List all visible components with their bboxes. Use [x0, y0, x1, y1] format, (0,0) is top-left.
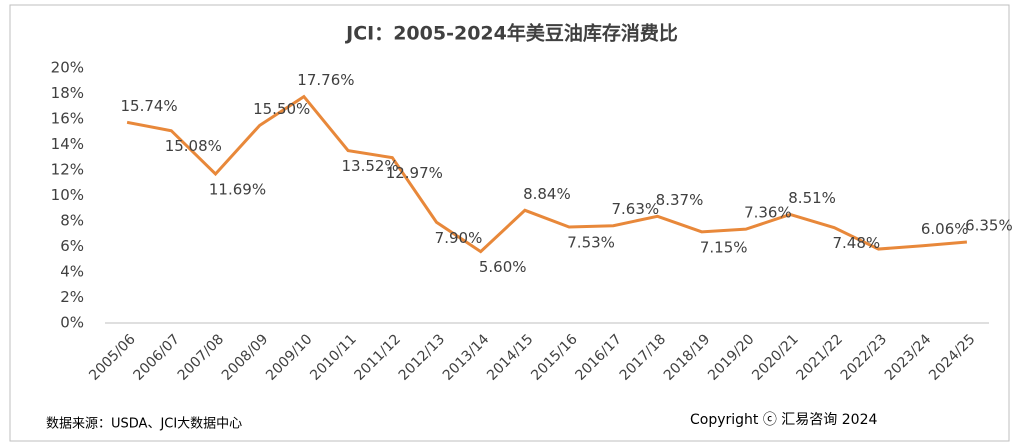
y-tick-label: 8%	[60, 212, 84, 230]
y-tick-label: 16%	[51, 110, 84, 128]
data-label: 7.63%	[611, 200, 659, 218]
data-label: 7.90%	[435, 229, 483, 247]
data-label: 8.84%	[523, 185, 571, 203]
data-label: 15.74%	[120, 97, 177, 115]
y-tick-label: 10%	[51, 186, 84, 204]
data-label: 7.36%	[744, 204, 792, 222]
data-label: 8.37%	[656, 191, 704, 209]
data-label: 7.53%	[567, 233, 615, 251]
data-label: 6.35%	[965, 217, 1013, 235]
data-label: 7.48%	[832, 234, 880, 252]
data-label: 17.76%	[297, 71, 354, 89]
data-label: 5.60%	[479, 258, 527, 276]
data-label: 12.97%	[386, 164, 443, 182]
data-label: 13.52%	[341, 157, 398, 175]
source-note: 数据来源：USDA、JCI大数据中心	[46, 417, 242, 432]
data-label: 8.51%	[788, 189, 836, 207]
data-label: 6.06%	[921, 220, 969, 238]
y-tick-label: 6%	[60, 237, 84, 255]
y-tick-label: 0%	[60, 314, 84, 332]
data-line	[126, 94, 968, 254]
y-tick-label: 14%	[51, 135, 84, 153]
y-tick-label: 2%	[60, 288, 84, 306]
y-tick-label: 20%	[51, 59, 84, 77]
y-tick-label: 18%	[51, 84, 84, 102]
data-label: 7.15%	[700, 238, 748, 256]
copyright: Copyright ⓒ 汇易咨询 2024	[690, 412, 877, 428]
data-label: 15.08%	[165, 137, 222, 155]
y-tick-label: 12%	[51, 161, 84, 179]
y-tick-label: 4%	[60, 263, 84, 281]
data-label: 11.69%	[209, 180, 266, 198]
chart-title: JCI：2005-2024年美豆油库存消费比	[344, 22, 678, 45]
data-label: 15.50%	[253, 100, 310, 118]
